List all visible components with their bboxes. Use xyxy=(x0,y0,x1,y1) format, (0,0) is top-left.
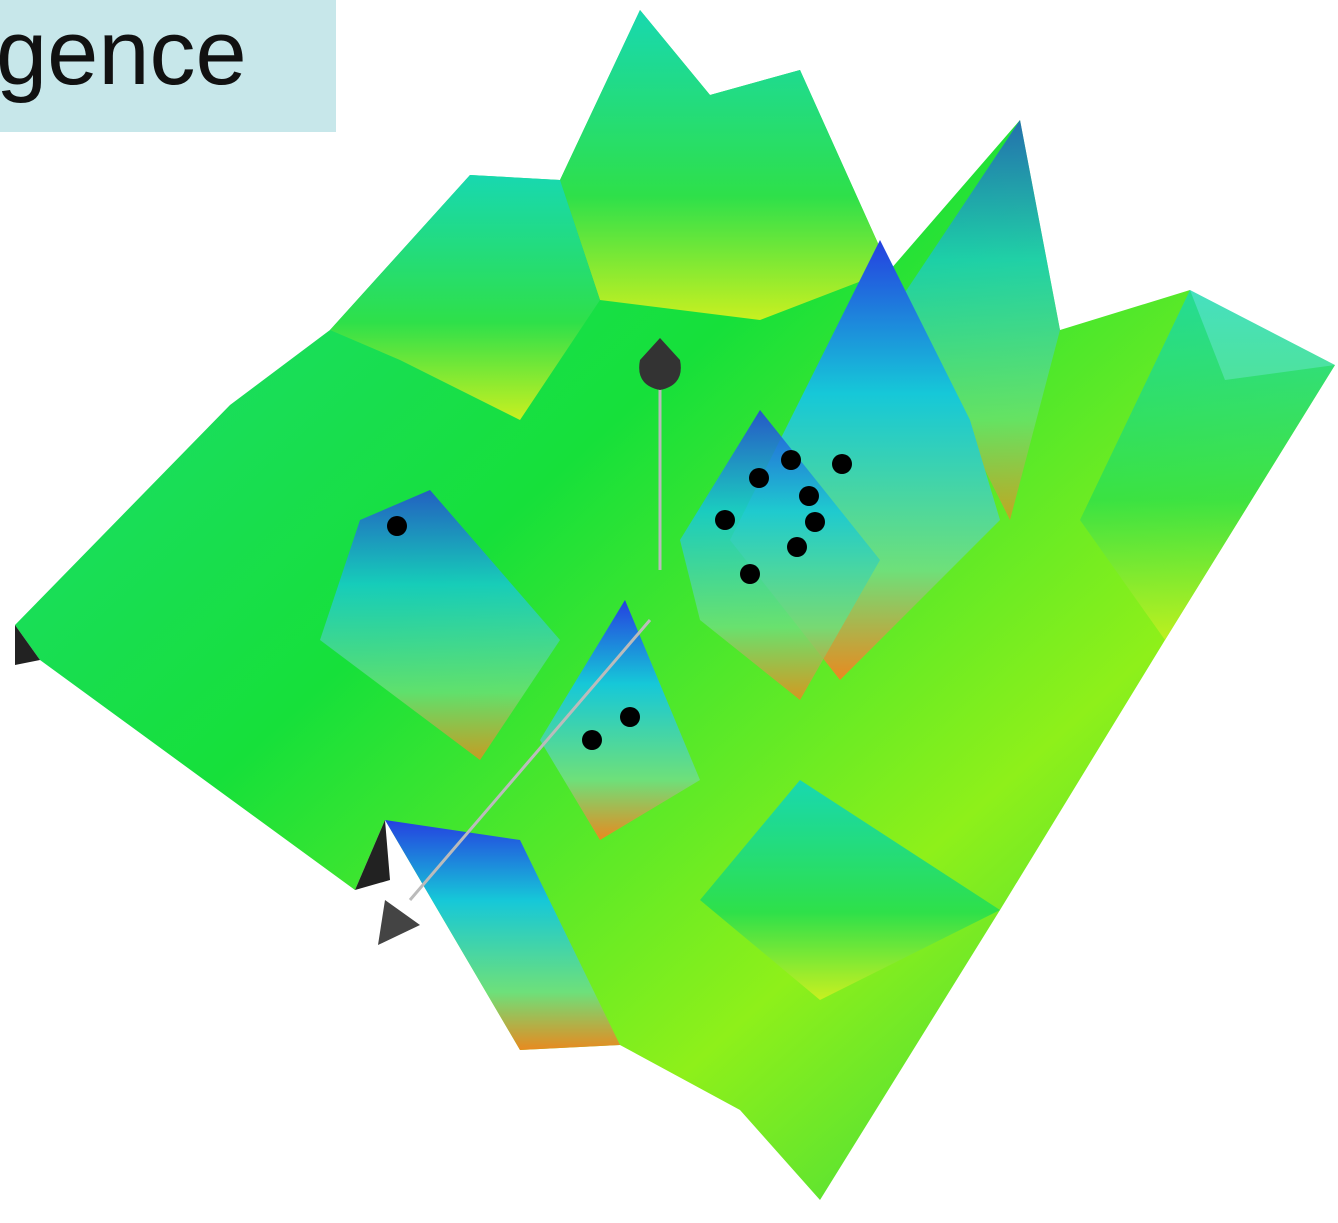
slide: gence xyxy=(0,0,1338,1223)
surface-render xyxy=(0,0,1338,1223)
surface xyxy=(15,10,1335,1200)
title: gence xyxy=(0,0,247,108)
title-box: gence xyxy=(0,0,336,132)
